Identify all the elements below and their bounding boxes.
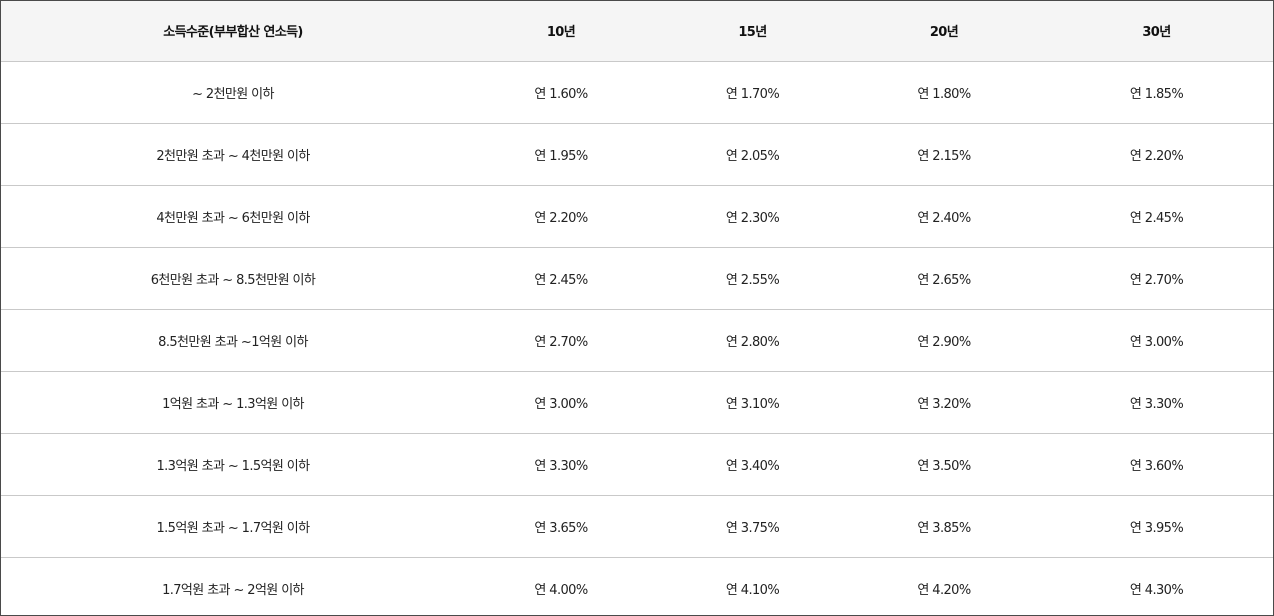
rate-cell-15y: 연 2.30%: [657, 185, 848, 248]
rate-cell-30y: 연 2.70%: [1040, 247, 1273, 310]
rate-cell-10y: 연 4.00%: [534, 582, 588, 598]
rate-cell-20y: 연 2.40%: [848, 185, 1040, 248]
rate-cell-30y: 연 1.85%: [1040, 61, 1273, 124]
header-income-level: 소득수준(부부합산 연소득): [1, 1, 465, 62]
income-range-cell: ~ 2천만원 이하: [1, 61, 465, 124]
rate-cell-10y: 연 2.20%: [465, 185, 657, 248]
rate-cell-30y: 연 2.45%: [1040, 185, 1273, 248]
income-range-cell: 1.7억원 초과 ~ 2억원 이하: [162, 582, 304, 598]
table-row: 1.5억원 초과 ~ 1.7억원 이하 연 3.65% 연 3.75% 연 3.…: [1, 495, 1273, 558]
income-range-cell: 1.5억원 초과 ~ 1.7억원 이하: [1, 495, 465, 558]
table-body: ~ 2천만원 이하 연 1.60% 연 1.70% 연 1.80% 연 1.85…: [1, 61, 1273, 615]
header-term-15y: 15년: [657, 1, 848, 62]
income-range-cell: 8.5천만원 초과 ~1억원 이하: [1, 309, 465, 372]
income-range-cell: 2천만원 초과 ~ 4천만원 이하: [1, 123, 465, 186]
rate-cell-10y: 연 2.70%: [465, 309, 657, 372]
rate-cell-20y: 연 2.15%: [848, 123, 1040, 186]
table-row: 1.3억원 초과 ~ 1.5억원 이하 연 3.30% 연 3.40% 연 3.…: [1, 433, 1273, 496]
rate-cell-10y: 연 3.65%: [465, 495, 657, 558]
rate-cell-20y: 연 1.80%: [848, 61, 1040, 124]
header-term-20y: 20년: [848, 1, 1040, 62]
rate-cell-15y: 연 4.10%: [725, 582, 780, 598]
rate-cell-20y: 연 3.50%: [848, 433, 1040, 496]
rate-cell-10y: 연 2.45%: [465, 247, 657, 310]
rate-cell-15y: 연 2.05%: [657, 123, 848, 186]
rate-cell-30y: 연 3.30%: [1040, 371, 1273, 434]
rate-cell-15y: 연 2.55%: [657, 247, 848, 310]
table-header: 소득수준(부부합산 연소득) 10년 15년 20년 30년: [1, 1, 1273, 62]
rate-cell-20y: 연 2.65%: [848, 247, 1040, 310]
table-row: 2천만원 초과 ~ 4천만원 이하 연 1.95% 연 2.05% 연 2.15…: [1, 123, 1273, 186]
rate-cell-30y: 연 3.95%: [1040, 495, 1273, 558]
rate-cell-10y: 연 3.00%: [465, 371, 657, 434]
rate-cell-10y: 연 1.95%: [465, 123, 657, 186]
table-row: 1억원 초과 ~ 1.3억원 이하 연 3.00% 연 3.10% 연 3.20…: [1, 371, 1273, 434]
table-row: 1.7억원 초과 ~ 2억원 이하 연 4.00% 연 4.10% 연 4.20…: [1, 557, 1273, 615]
rate-cell-10y: 연 3.30%: [465, 433, 657, 496]
rate-cell-30y: 연 4.30%: [1129, 582, 1184, 598]
table-row: 4천만원 초과 ~ 6천만원 이하 연 2.20% 연 2.30% 연 2.40…: [1, 185, 1273, 248]
rate-cell-15y: 연 3.40%: [657, 433, 848, 496]
income-range-cell: 1억원 초과 ~ 1.3억원 이하: [1, 371, 465, 434]
rate-cell-20y: 연 3.85%: [848, 495, 1040, 558]
rate-cell-20y: 연 4.20%: [917, 582, 971, 598]
header-row: 소득수준(부부합산 연소득) 10년 15년 20년 30년: [1, 1, 1273, 62]
table-row: ~ 2천만원 이하 연 1.60% 연 1.70% 연 1.80% 연 1.85…: [1, 61, 1273, 124]
table-row: 6천만원 초과 ~ 8.5천만원 이하 연 2.45% 연 2.55% 연 2.…: [1, 247, 1273, 310]
rate-cell-20y: 연 2.90%: [848, 309, 1040, 372]
rate-cell-15y: 연 1.70%: [657, 61, 848, 124]
rate-cell-15y: 연 3.75%: [657, 495, 848, 558]
rate-cell-20y: 연 3.20%: [848, 371, 1040, 434]
income-range-cell: 1.3억원 초과 ~ 1.5억원 이하: [1, 433, 465, 496]
header-term-30y: 30년: [1040, 1, 1273, 62]
rate-cell-10y: 연 1.60%: [465, 61, 657, 124]
rate-cell-15y: 연 2.80%: [657, 309, 848, 372]
rate-cell-30y: 연 2.20%: [1040, 123, 1273, 186]
rate-cell-15y: 연 3.10%: [657, 371, 848, 434]
income-range-cell: 4천만원 초과 ~ 6천만원 이하: [1, 185, 465, 248]
rate-cell-30y: 연 3.00%: [1040, 309, 1273, 372]
table-row: 8.5천만원 초과 ~1억원 이하 연 2.70% 연 2.80% 연 2.90…: [1, 309, 1273, 372]
rate-cell-30y: 연 3.60%: [1040, 433, 1273, 496]
header-term-10y: 10년: [465, 1, 657, 62]
income-range-cell: 6천만원 초과 ~ 8.5천만원 이하: [1, 247, 465, 310]
